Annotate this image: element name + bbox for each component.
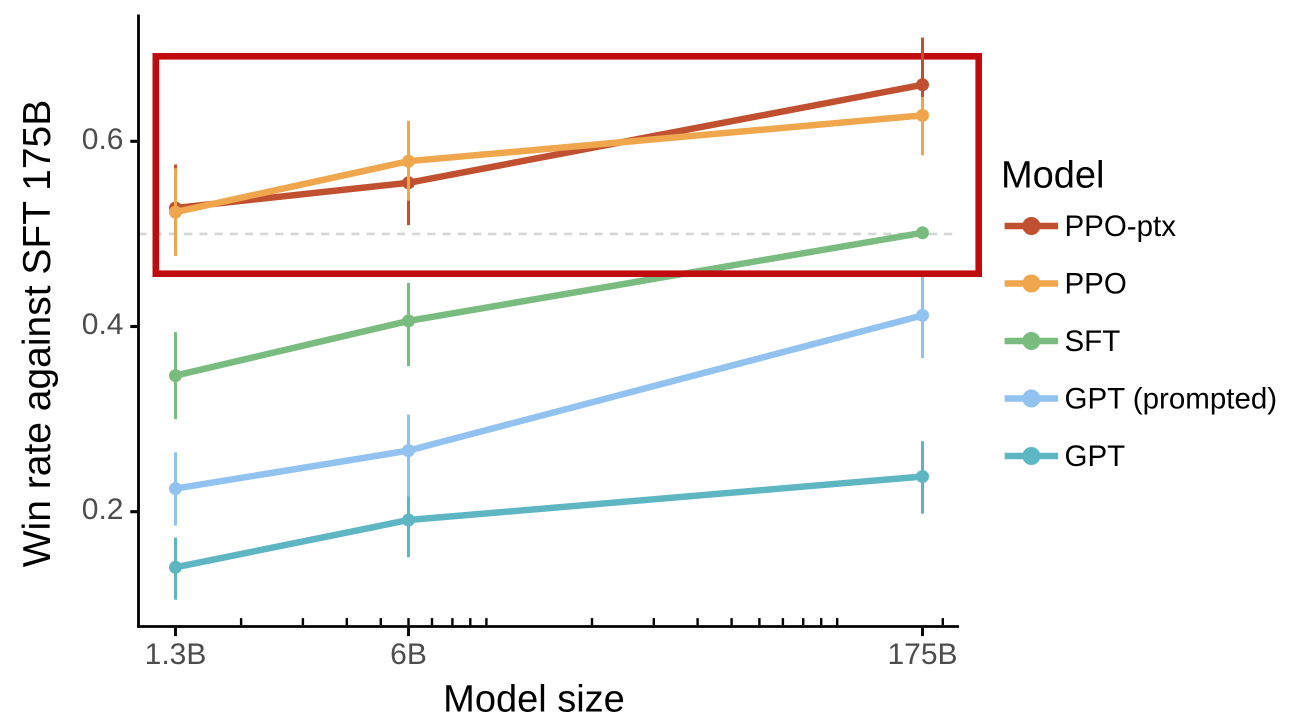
svg-text:6B: 6B — [390, 638, 427, 671]
svg-text:Model: Model — [1001, 155, 1105, 197]
svg-text:PPO: PPO — [1065, 268, 1127, 301]
svg-text:1.3B: 1.3B — [145, 638, 207, 671]
svg-text:PPO-ptx: PPO-ptx — [1065, 210, 1177, 243]
svg-text:175B: 175B — [887, 638, 957, 671]
svg-text:0.4: 0.4 — [82, 308, 124, 341]
svg-text:0.6: 0.6 — [82, 123, 124, 156]
svg-text:SFT: SFT — [1065, 325, 1121, 358]
svg-text:Model size: Model size — [443, 679, 625, 721]
svg-text:GPT: GPT — [1065, 440, 1126, 473]
svg-text:0.2: 0.2 — [82, 493, 124, 526]
svg-text:Win rate against SFT 175B: Win rate against SFT 175B — [16, 100, 59, 568]
svg-text:GPT (prompted): GPT (prompted) — [1065, 383, 1278, 416]
